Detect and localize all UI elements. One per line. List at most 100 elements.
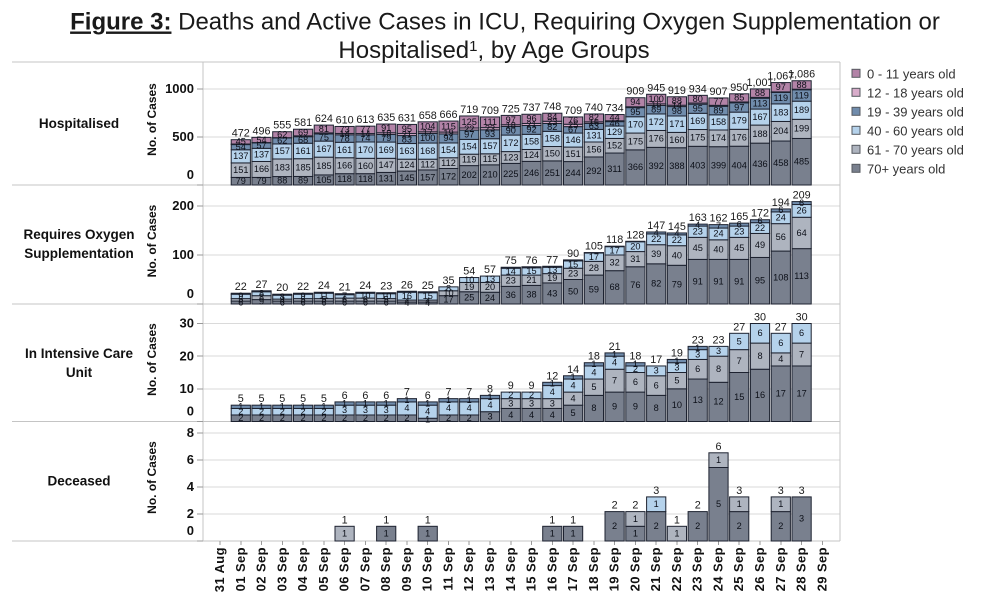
svg-text:1,086: 1,086 (788, 69, 815, 81)
svg-text:4: 4 (187, 479, 195, 494)
svg-text:2: 2 (404, 413, 409, 423)
svg-text:8: 8 (716, 364, 721, 374)
svg-text:91: 91 (713, 277, 723, 287)
svg-text:100: 100 (649, 94, 664, 104)
svg-text:80: 80 (693, 94, 703, 104)
svg-text:97: 97 (734, 102, 744, 112)
svg-text:171: 171 (669, 119, 684, 129)
svg-text:175: 175 (690, 133, 705, 143)
svg-text:21: 21 (526, 275, 536, 285)
svg-text:734: 734 (606, 103, 624, 115)
svg-text:2: 2 (695, 521, 700, 531)
svg-text:119: 119 (773, 93, 788, 103)
svg-text:199: 199 (794, 124, 809, 134)
svg-text:1: 1 (425, 514, 431, 526)
svg-text:1: 1 (633, 528, 638, 538)
svg-text:118: 118 (337, 174, 352, 184)
svg-text:36: 36 (506, 290, 516, 300)
svg-text:54: 54 (463, 266, 475, 278)
svg-text:7: 7 (737, 356, 742, 366)
svg-text:31: 31 (630, 254, 640, 264)
svg-text:01 Sep: 01 Sep (233, 547, 248, 591)
svg-text:166: 166 (337, 161, 352, 171)
svg-text:128: 128 (626, 229, 644, 241)
svg-text:210: 210 (482, 170, 497, 180)
svg-text:244: 244 (565, 168, 580, 178)
svg-text:16: 16 (402, 291, 412, 301)
svg-text:Figure 3: Deaths and Active Ca: Figure 3: Deaths and Active Cases in ICU… (70, 9, 940, 36)
svg-text:08 Sep: 08 Sep (378, 547, 393, 591)
svg-text:31 Aug: 31 Aug (212, 547, 227, 592)
svg-text:23: 23 (380, 281, 392, 293)
svg-text:17 Sep: 17 Sep (565, 547, 580, 591)
svg-text:170: 170 (628, 120, 643, 130)
svg-text:158: 158 (524, 137, 539, 147)
svg-text:157: 157 (482, 141, 497, 151)
svg-text:8: 8 (187, 425, 194, 440)
svg-text:4: 4 (529, 410, 534, 420)
svg-text:172: 172 (441, 172, 456, 182)
svg-text:436: 436 (752, 159, 767, 169)
svg-text:6: 6 (715, 441, 721, 453)
svg-text:15 Sep: 15 Sep (524, 547, 539, 591)
svg-text:68: 68 (609, 282, 619, 292)
svg-text:90: 90 (567, 248, 579, 260)
svg-text:43: 43 (547, 288, 557, 298)
svg-text:19 Sep: 19 Sep (607, 547, 622, 591)
svg-text:3: 3 (654, 366, 659, 376)
svg-text:7: 7 (799, 349, 804, 359)
svg-text:21: 21 (339, 282, 351, 294)
svg-text:97: 97 (506, 115, 516, 125)
svg-text:14 Sep: 14 Sep (503, 547, 518, 591)
svg-text:945: 945 (647, 82, 665, 94)
svg-text:113: 113 (794, 271, 809, 281)
svg-text:17: 17 (650, 354, 662, 366)
svg-text:118: 118 (358, 174, 373, 184)
svg-text:555: 555 (273, 120, 291, 132)
svg-text:4: 4 (508, 410, 513, 420)
svg-text:82: 82 (589, 113, 599, 123)
svg-text:14: 14 (567, 364, 579, 376)
svg-text:9: 9 (508, 380, 514, 392)
svg-text:03 Sep: 03 Sep (274, 547, 289, 591)
svg-text:0: 0 (187, 167, 194, 182)
svg-text:6: 6 (654, 380, 659, 390)
svg-text:147: 147 (379, 160, 394, 170)
svg-text:251: 251 (545, 168, 560, 178)
svg-text:157: 157 (275, 146, 290, 156)
svg-text:3: 3 (487, 411, 492, 421)
svg-text:6: 6 (695, 364, 700, 374)
svg-text:0: 0 (187, 286, 194, 301)
svg-text:3: 3 (716, 346, 721, 356)
svg-text:23: 23 (692, 334, 704, 346)
svg-text:2: 2 (612, 500, 618, 512)
svg-text:172: 172 (751, 208, 769, 220)
svg-text:209: 209 (793, 190, 811, 202)
svg-text:15: 15 (568, 259, 578, 269)
svg-text:100: 100 (172, 247, 194, 262)
svg-text:185: 185 (316, 161, 331, 171)
svg-text:1: 1 (550, 528, 555, 538)
svg-text:151: 151 (233, 165, 248, 175)
svg-text:5: 5 (238, 393, 244, 405)
svg-text:79: 79 (256, 176, 266, 186)
svg-text:6: 6 (187, 452, 194, 467)
svg-text:5: 5 (591, 382, 596, 392)
svg-text:613: 613 (356, 114, 374, 126)
svg-text:61 - 70 years old: 61 - 70 years old (867, 142, 964, 157)
svg-text:392: 392 (649, 161, 664, 171)
svg-text:748: 748 (543, 101, 561, 113)
svg-text:1: 1 (425, 528, 430, 538)
svg-text:77: 77 (546, 254, 558, 266)
svg-text:146: 146 (565, 135, 580, 145)
svg-text:125: 125 (462, 117, 477, 127)
svg-text:160: 160 (358, 161, 373, 171)
svg-text:88: 88 (277, 176, 287, 186)
svg-text:25: 25 (464, 293, 474, 303)
svg-text:91: 91 (734, 277, 744, 287)
svg-text:Requires Oxygen: Requires Oxygen (23, 227, 134, 242)
svg-text:91: 91 (693, 277, 703, 287)
svg-text:169: 169 (379, 145, 394, 155)
svg-text:1: 1 (674, 514, 680, 526)
svg-text:200: 200 (172, 198, 194, 213)
